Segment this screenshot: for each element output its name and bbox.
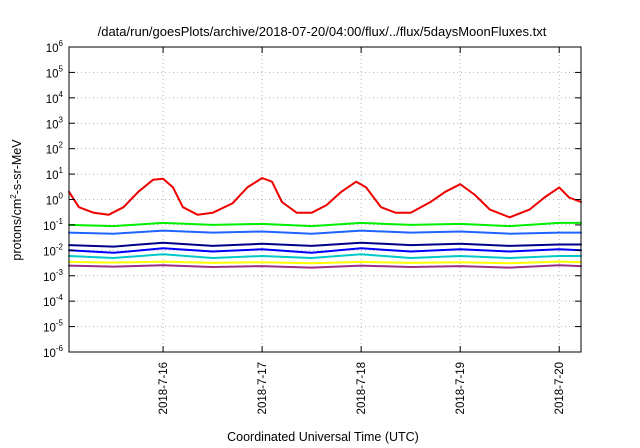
y-tick-exponent: -6 (56, 344, 64, 353)
series-line-6 (68, 229, 582, 235)
y-tick-label: 10-2 (43, 242, 63, 258)
y-tick-label: 10-5 (43, 319, 63, 335)
y-tick-exponent: -3 (56, 268, 64, 277)
y-tick-label: 101 (46, 166, 64, 182)
y-tick-exponent: -2 (56, 242, 64, 251)
y-tick-exponent: 2 (59, 141, 64, 150)
series-line-5 (68, 241, 582, 248)
y-tick-base: 10 (46, 68, 59, 80)
y-tick-base: 10 (46, 196, 59, 208)
y-axis-label-superscript: 2 (9, 194, 18, 199)
y-tick-label: 102 (46, 141, 64, 157)
y-tick-base: 10 (46, 170, 59, 182)
y-tick-exponent: -5 (56, 319, 64, 328)
grid-lines (69, 47, 581, 352)
x-tick-label: 2018-7-18 (356, 362, 368, 414)
y-tick-base: 10 (46, 94, 59, 106)
y-tick-base: 10 (43, 348, 56, 360)
y-tick-base: 10 (46, 119, 59, 131)
series-line-4 (68, 247, 582, 254)
y-tick-base: 10 (43, 323, 56, 335)
series-line-7 (68, 221, 582, 228)
y-tick-label: 10-6 (43, 344, 63, 360)
series-line-1 (68, 264, 582, 269)
y-tick-exponent: 6 (59, 39, 64, 48)
y-axis-label-part-1: protons/cm (10, 199, 24, 261)
y-axis-ticks: 10-610-510-410-310-210-11001011021031041… (43, 39, 581, 360)
y-tick-exponent: 1 (59, 166, 64, 175)
y-tick-exponent: -1 (56, 217, 64, 226)
series-line-2 (68, 260, 582, 265)
x-tick-label: 2018-7-20 (554, 362, 566, 414)
y-tick-base: 10 (43, 297, 56, 309)
x-axis-ticks: 2018-7-16 2018-7-17 2018-7-18 2018-7-19 2018… (158, 47, 566, 414)
y-tick-label: 104 (46, 90, 64, 106)
y-tick-exponent: 5 (59, 64, 64, 73)
y-tick-base: 10 (46, 43, 59, 55)
y-axis-label: protons/cm2-s-sr-MeV (9, 139, 24, 261)
y-tick-label: 10-1 (43, 217, 63, 233)
y-tick-base: 10 (43, 246, 56, 258)
y-tick-label: 105 (46, 64, 64, 80)
y-tick-base: 10 (43, 272, 56, 284)
y-tick-base: 10 (46, 145, 59, 157)
series-line-8 (68, 177, 582, 219)
x-tick-label: 2018-7-17 (257, 362, 269, 414)
y-axis-label-part-2: -s-sr-MeV (10, 139, 24, 195)
chart-title: /data/run/goesPlots/archive/2018-07-20/0… (98, 24, 547, 39)
y-tick-label: 106 (46, 39, 64, 55)
y-tick-label: 103 (46, 115, 64, 131)
y-tick-exponent: 0 (59, 192, 64, 201)
x-tick-label: 2018-7-16 (158, 362, 170, 414)
x-axis-label: Coordinated Universal Time (UTC) (227, 430, 419, 444)
x-tick-label: 2018-7-19 (455, 362, 467, 414)
y-tick-label: 100 (46, 192, 64, 208)
series-line-3 (68, 253, 582, 259)
data-series (68, 177, 582, 269)
y-tick-label: 10-3 (43, 268, 63, 284)
y-tick-base: 10 (43, 221, 56, 233)
y-tick-exponent: 3 (59, 115, 64, 124)
y-tick-exponent: 4 (59, 90, 64, 99)
y-tick-label: 10-4 (43, 293, 63, 309)
y-tick-exponent: -4 (56, 293, 64, 302)
